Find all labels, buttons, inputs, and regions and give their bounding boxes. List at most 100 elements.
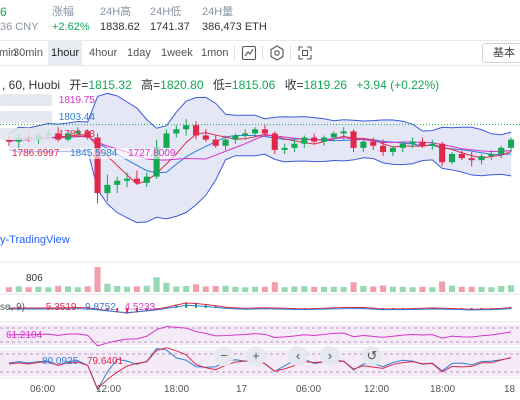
zoom-out-button[interactable]: − — [214, 346, 234, 366]
candle-body — [173, 129, 180, 134]
volume-bar — [399, 286, 406, 292]
candle-body — [163, 133, 170, 148]
close-value: 1819.26 — [303, 78, 348, 92]
candle-body — [281, 147, 288, 150]
chart-area[interactable]: , 60, Huobi 开=1815.32 高=1820.80 低=1815.0… — [0, 66, 520, 400]
basic-view-button[interactable]: 基本 — [482, 43, 520, 63]
bollinger-band-area — [8, 93, 512, 223]
candle-body — [5, 139, 12, 142]
time-label: 06:00 — [30, 384, 56, 395]
candle-body — [429, 143, 436, 146]
ma-line-fast — [8, 132, 512, 185]
macd-histogram-bar — [214, 305, 217, 308]
macd-value-2: 9.8752 — [85, 302, 116, 313]
candle-body — [153, 147, 160, 177]
indicators-icon[interactable] — [268, 44, 286, 62]
volume-bar — [173, 286, 180, 292]
ma-values-row: 1786.6997 1845.5984 1727.8009 — [0, 148, 176, 159]
volume-bar — [45, 287, 52, 292]
candle-body — [389, 147, 396, 152]
rsi-line — [8, 325, 512, 347]
toolbar-divider — [290, 46, 291, 60]
volume-bar — [163, 282, 170, 292]
candle-body — [498, 147, 505, 154]
candle-body — [114, 180, 121, 185]
candle-body — [183, 125, 190, 130]
time-label: 18:00 — [430, 384, 456, 395]
time-label: 18:00 — [164, 384, 190, 395]
volume-bar — [133, 286, 140, 292]
candle-body — [84, 131, 91, 138]
volume-bar — [488, 287, 495, 292]
open-label: 开= — [69, 78, 89, 92]
price-cny: 36 CNY — [0, 21, 39, 33]
ohlc-legend: , 60, Huobi 开=1815.32 高=1820.80 低=1815.0… — [2, 76, 439, 93]
low-block: 24H低 1741.37 — [150, 5, 190, 35]
scroll-back-button[interactable]: ‹ — [288, 346, 308, 366]
candle-body — [380, 145, 387, 152]
volume-bar — [153, 277, 160, 292]
zoom-in-button[interactable]: + — [246, 346, 266, 366]
volume-bar — [183, 286, 190, 292]
candle-body — [330, 133, 337, 138]
volume-bar — [25, 287, 32, 292]
volume-bar — [5, 287, 12, 292]
timeframe-1week[interactable]: 1week — [161, 47, 193, 59]
indicator-label-box — [0, 94, 52, 106]
tradingview-watermark[interactable]: y-TradingView — [0, 234, 70, 246]
candle-body — [478, 156, 485, 161]
timeframe-4hour[interactable]: 4hour — [89, 47, 118, 59]
close-label: 收= — [284, 78, 304, 92]
low-value: 1741.37 — [150, 21, 190, 33]
candle-body — [252, 129, 259, 134]
macd-histogram-bar — [135, 308, 138, 313]
volume-bar — [202, 286, 209, 292]
candle-body — [242, 133, 249, 136]
high-value: 1820.80 — [160, 78, 204, 92]
low-value: 1815.06 — [231, 78, 276, 92]
volume-bar — [232, 286, 239, 292]
candle-body — [271, 133, 278, 150]
macd-histogram-bar — [116, 308, 119, 313]
volume-bar — [508, 285, 515, 292]
volume-bar — [84, 286, 91, 292]
fullscreen-icon[interactable] — [296, 44, 314, 62]
candle-body — [340, 131, 347, 134]
high-label: 高= — [141, 78, 161, 92]
price-chart-canvas[interactable] — [0, 66, 520, 400]
reset-chart-button[interactable]: ↺ — [362, 346, 382, 366]
volume-bar — [55, 285, 62, 292]
timeframe-1min[interactable]: min — [0, 47, 17, 59]
low-label: 低= — [212, 78, 232, 92]
volume-bar — [360, 286, 367, 292]
timeframe-30min[interactable]: 30min — [13, 47, 43, 59]
ticker-header: 6 36 CNY 涨幅 +2.62% 24H高 1838.62 24H低 174… — [0, 0, 520, 40]
macd-line — [8, 302, 512, 314]
timeframe-1mon[interactable]: 1mon — [201, 47, 229, 59]
candle-body — [94, 137, 101, 194]
change-block: 涨幅 +2.62% — [52, 5, 90, 35]
candle-body — [212, 139, 219, 146]
volume-value: 386,473 ETH — [202, 21, 267, 33]
last-price: 6 — [0, 5, 7, 19]
volume-bar — [212, 286, 219, 292]
macd-value-3: 4.5233 — [124, 302, 156, 313]
candle-style-icon[interactable] — [240, 44, 258, 62]
volume-bar — [261, 286, 268, 292]
timeframe-1day[interactable]: 1day — [127, 47, 151, 59]
indicator-label-box — [0, 111, 52, 123]
candle-body — [468, 158, 475, 161]
candle-body — [291, 143, 298, 148]
volume-bar — [429, 287, 436, 292]
volume-bar — [389, 286, 396, 292]
scroll-forward-button[interactable]: › — [320, 346, 340, 366]
volume-bar — [350, 282, 357, 292]
boll-lower-row: 1783.23 — [0, 128, 95, 142]
volume-bar — [74, 287, 81, 292]
toolbar-divider — [262, 46, 263, 60]
ma-value-3: 1727.8009 — [128, 148, 176, 159]
change-value: +3.94 (+0.22%) — [356, 78, 440, 92]
time-label: 12:00 — [364, 384, 390, 395]
volume-bar — [271, 282, 278, 292]
timeframe-1hour[interactable]: 1hour — [48, 41, 83, 65]
